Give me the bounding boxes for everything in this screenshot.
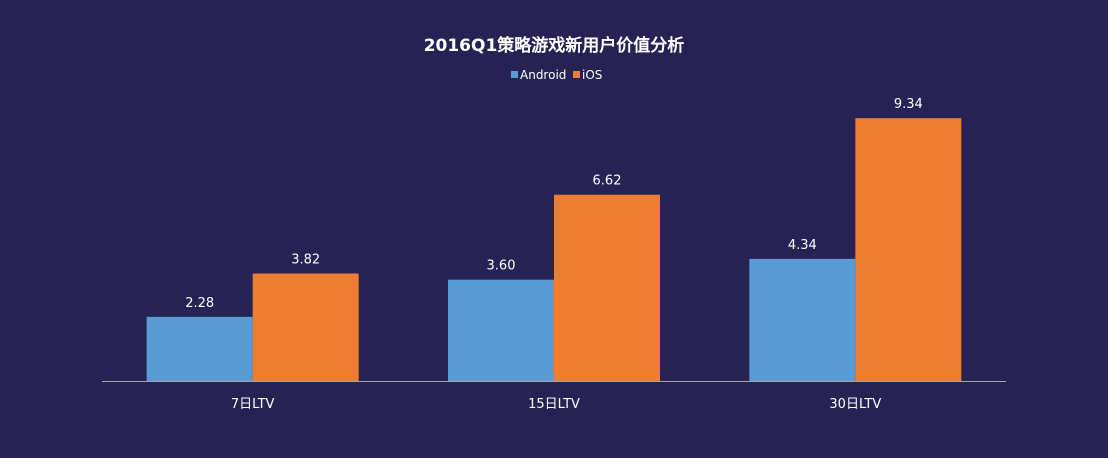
bars-layer bbox=[146, 118, 962, 382]
bar-ios-0 bbox=[252, 273, 359, 381]
legend-label-ios: iOS bbox=[582, 68, 602, 82]
value-label-android-0: 2.28 bbox=[185, 296, 214, 311]
x-tick-label-0: 7日LTV bbox=[231, 397, 275, 412]
bar-android-1 bbox=[448, 279, 554, 381]
value-labels-layer: 2.28 3.82 3.60 6.62 4.34 9.34 bbox=[185, 97, 923, 311]
value-label-android-2: 4.34 bbox=[788, 238, 817, 253]
value-label-ios-1: 6.62 bbox=[593, 174, 622, 189]
x-tick-label-2: 30日LTV bbox=[829, 397, 881, 412]
value-label-ios-2: 9.34 bbox=[894, 97, 923, 112]
bar-android-2 bbox=[749, 258, 856, 381]
legend-label-android: Android bbox=[520, 68, 566, 82]
x-tick-label-1: 15日LTV bbox=[528, 397, 580, 412]
legend-swatch-android bbox=[511, 71, 518, 78]
legend-swatch-ios bbox=[573, 71, 580, 78]
bar-android-0 bbox=[146, 316, 253, 381]
chart-title: 2016Q1策略游戏新用户价值分析 bbox=[424, 35, 685, 56]
legend: Android iOS bbox=[511, 68, 602, 82]
value-label-android-1: 3.60 bbox=[487, 259, 516, 274]
bar-ios-1 bbox=[554, 194, 660, 381]
bar-ios-2 bbox=[855, 118, 962, 382]
x-tick-labels: 7日LTV 15日LTV 30日LTV bbox=[231, 397, 881, 412]
value-label-ios-0: 3.82 bbox=[291, 253, 320, 268]
